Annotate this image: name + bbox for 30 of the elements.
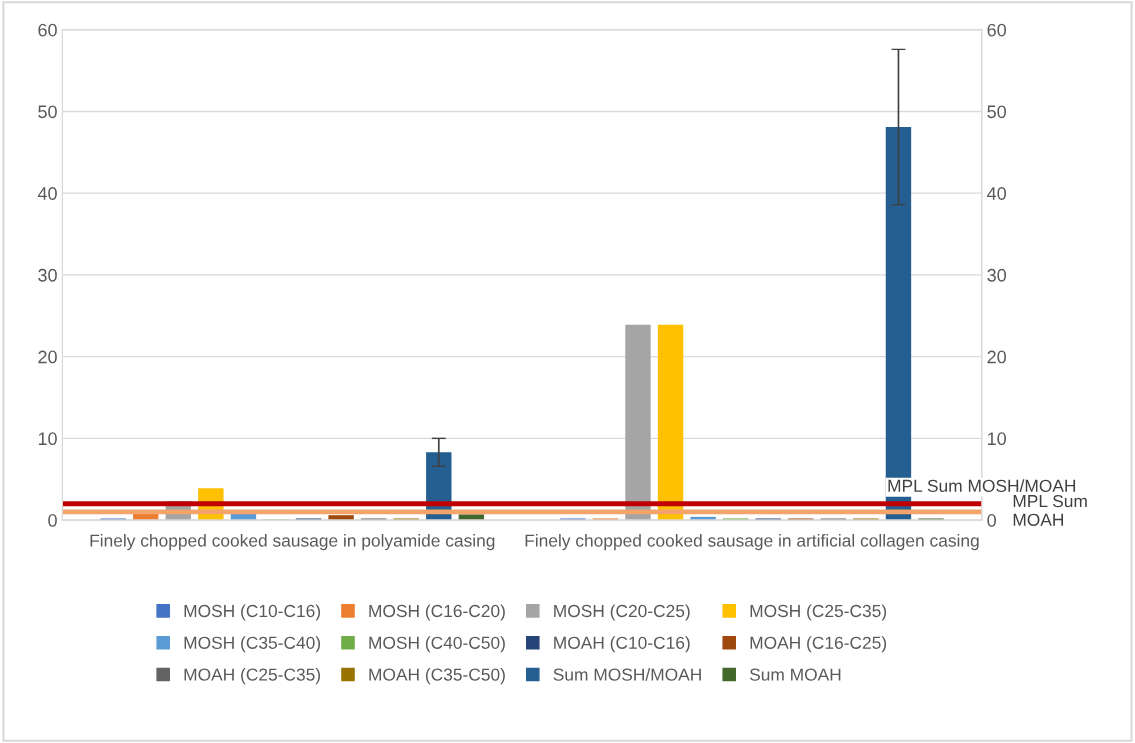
y2-tick-label: 0 <box>987 514 996 527</box>
ref-line-label: MPL Sum MOSH/MOAH <box>888 479 1076 492</box>
legend-label: MOSH (C10-C16) <box>184 604 321 621</box>
legend-label: MOSH (C16-C20) <box>369 604 505 621</box>
y2-tick-label: 10 <box>988 432 1007 446</box>
legend-label: MOAH (C25-C35) <box>184 668 321 685</box>
y-tick-label: 10 <box>38 432 57 446</box>
y2-tick-label: 60 <box>987 23 1007 37</box>
legend-label: MOAH (C16-C25) <box>750 636 887 653</box>
legend-label: Sum MOAH <box>749 668 841 681</box>
legend-label: MOSH (C20-C25) <box>554 604 690 621</box>
y2-tick-label: 50 <box>987 105 1007 119</box>
legend-label: Sum MOSH/MOAH <box>553 668 701 681</box>
x-tick-label: Finely chopped cooked sausage in artificial collagen casing <box>525 533 979 551</box>
y2-tick-label: 40 <box>987 187 1007 200</box>
y-tick-label: 60 <box>38 23 57 37</box>
y-tick-label: 20 <box>38 350 57 364</box>
ref-line-label: MPL Sum MOAH <box>1013 494 1087 526</box>
legend-label: MOSH (C40-C50) <box>369 636 505 653</box>
legend-label: MOAH (C10-C16) <box>554 636 690 653</box>
y-tick-label: 0 <box>48 514 57 527</box>
y2-tick-label: 20 <box>987 350 1007 364</box>
legend-label: MOSH (C25-C35) <box>750 604 887 621</box>
y2-tick-label: 30 <box>987 268 1007 282</box>
y-tick-label: 30 <box>38 268 57 282</box>
x-tick-label: Finely chopped cooked sausage in polyamide casing <box>90 533 495 551</box>
legend-label: MOSH (C35-C40) <box>184 636 321 653</box>
y-tick-label: 50 <box>38 105 57 119</box>
legend-label: MOAH (C35-C50) <box>369 668 505 685</box>
y-tick-label: 40 <box>37 187 57 200</box>
